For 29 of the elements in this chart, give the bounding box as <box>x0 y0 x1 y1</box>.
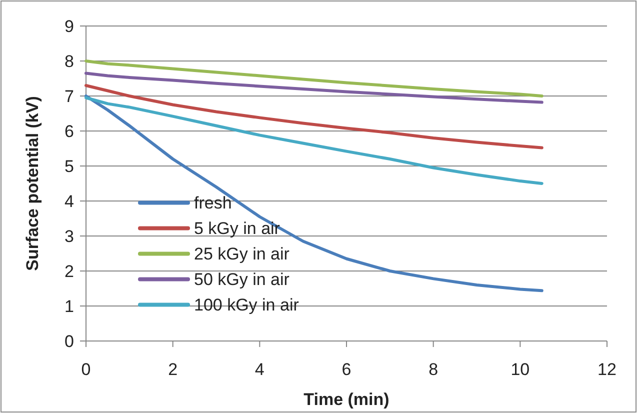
y-tick-label: 2 <box>64 262 74 281</box>
line-series <box>84 84 544 150</box>
x-tick-label: 0 <box>81 360 91 379</box>
y-tick-label: 3 <box>64 226 74 246</box>
y-tick-label: 8 <box>64 52 74 71</box>
y-axis-title: Surface potential (kV) <box>23 96 42 271</box>
legend-label: 25 kGy in air <box>194 244 290 264</box>
y-tick-label: 4 <box>64 192 74 211</box>
y-tick-label: 5 <box>64 156 74 176</box>
legend-label: 50 kGy in air <box>194 270 290 290</box>
x-tick-label: 6 <box>342 360 352 379</box>
legend-label: 100 kGy in air <box>194 296 300 315</box>
y-tick-label: 7 <box>64 86 74 106</box>
x-tick-label: 2 <box>168 360 178 379</box>
y-tick-label: 6 <box>64 122 74 141</box>
y-tick-label: 1 <box>64 296 74 316</box>
line-series <box>84 94 544 292</box>
legend-label: fresh <box>194 194 232 213</box>
line-series <box>84 72 544 104</box>
y-tick-label: 0 <box>64 332 74 351</box>
x-axis-title: Time (min) <box>304 390 390 409</box>
y-tick-label: 9 <box>64 16 74 36</box>
x-tick-label: 10 <box>510 360 530 379</box>
line-series <box>84 60 544 98</box>
x-tick-label: 12 <box>598 360 616 379</box>
legend-label: 5 kGy in air <box>194 219 280 238</box>
line-series <box>84 96 544 185</box>
x-tick-label: 4 <box>254 360 264 379</box>
x-tick-label: 8 <box>428 360 438 379</box>
